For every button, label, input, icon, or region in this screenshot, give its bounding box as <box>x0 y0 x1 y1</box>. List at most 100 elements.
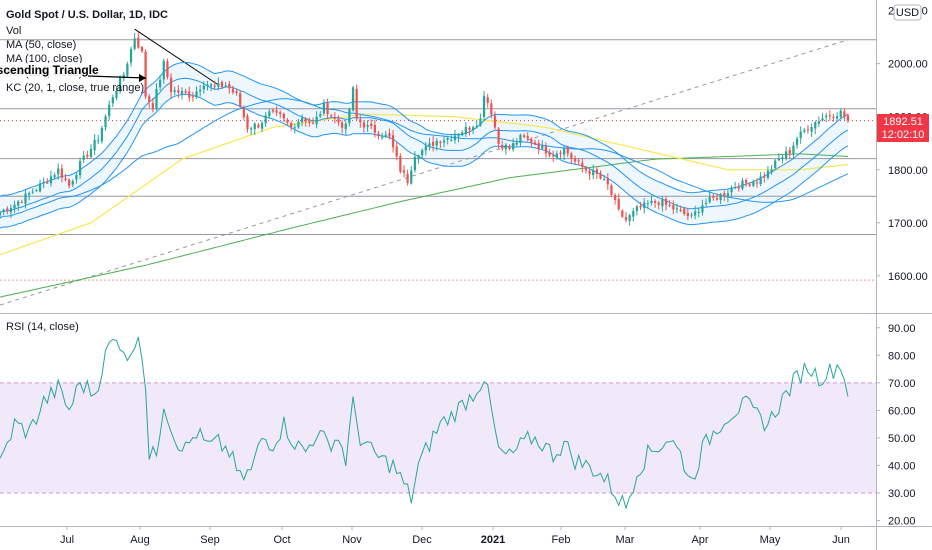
candle[interactable] <box>541 140 544 150</box>
triangle-resistance-line[interactable] <box>134 28 219 86</box>
candle[interactable] <box>366 120 369 132</box>
rsi-axis[interactable]: 20.00 30.00 40.00 50.00 60.00 70.00 80.00 90.00 <box>876 323 916 528</box>
candle[interactable] <box>675 203 679 214</box>
candle[interactable] <box>723 190 726 202</box>
candle[interactable] <box>188 86 191 102</box>
candle[interactable] <box>785 146 788 161</box>
candle[interactable] <box>118 75 122 94</box>
candle[interactable] <box>683 207 686 216</box>
candle[interactable] <box>472 125 475 135</box>
candle[interactable] <box>770 165 773 175</box>
candle[interactable] <box>559 150 562 159</box>
candle[interactable] <box>27 191 31 201</box>
candle[interactable] <box>399 153 402 174</box>
candle[interactable] <box>319 111 322 119</box>
candle[interactable] <box>704 198 708 207</box>
candle[interactable] <box>104 114 107 131</box>
candle[interactable] <box>199 85 202 97</box>
candle[interactable] <box>490 99 493 119</box>
candle[interactable] <box>115 85 118 101</box>
candle[interactable] <box>522 133 526 139</box>
candle[interactable] <box>38 179 42 193</box>
candle[interactable] <box>231 85 235 95</box>
candle[interactable] <box>42 177 45 189</box>
candle[interactable] <box>792 141 795 160</box>
candle[interactable] <box>260 120 264 132</box>
candle[interactable] <box>497 127 500 150</box>
candle[interactable] <box>151 98 154 113</box>
candle[interactable] <box>413 151 417 173</box>
candle[interactable] <box>322 99 326 116</box>
candle[interactable] <box>249 126 253 135</box>
candle[interactable] <box>217 77 220 91</box>
candle[interactable] <box>406 169 409 186</box>
candle[interactable] <box>814 120 817 135</box>
candle[interactable] <box>453 130 457 144</box>
candle[interactable] <box>730 185 733 198</box>
candle[interactable] <box>308 117 311 127</box>
candle[interactable] <box>741 178 744 191</box>
ma200-line[interactable] <box>0 153 849 298</box>
candle[interactable] <box>501 140 504 151</box>
candle[interactable] <box>431 136 435 152</box>
candle[interactable] <box>446 135 449 145</box>
rsi-line[interactable] <box>0 336 849 510</box>
candle[interactable] <box>111 94 114 108</box>
candle[interactable] <box>694 205 697 220</box>
candle[interactable] <box>242 105 245 120</box>
candle[interactable] <box>82 150 85 164</box>
candle[interactable] <box>300 114 304 127</box>
candle[interactable] <box>75 172 78 184</box>
candle[interactable] <box>581 158 584 173</box>
candle[interactable] <box>763 171 766 183</box>
candle[interactable] <box>253 121 256 135</box>
candle[interactable] <box>126 61 129 79</box>
candle[interactable] <box>191 91 195 102</box>
candle[interactable] <box>293 123 296 134</box>
candle[interactable] <box>668 200 671 208</box>
candle[interactable] <box>268 108 271 119</box>
candle[interactable] <box>777 153 780 162</box>
candle[interactable] <box>246 113 249 133</box>
candle[interactable] <box>410 166 413 185</box>
candle[interactable] <box>53 172 56 180</box>
candle[interactable] <box>759 172 762 187</box>
candle[interactable] <box>461 130 464 137</box>
candle[interactable] <box>348 107 351 127</box>
candle[interactable] <box>573 155 577 164</box>
candle[interactable] <box>224 82 227 88</box>
candle[interactable] <box>373 119 376 138</box>
candle[interactable] <box>672 200 675 215</box>
candle[interactable] <box>442 135 446 148</box>
candle[interactable] <box>486 93 489 108</box>
candle[interactable] <box>839 108 842 120</box>
candle[interactable] <box>144 49 147 99</box>
candle[interactable] <box>603 174 606 181</box>
time-axis[interactable]: Jul Aug Sep Oct Nov Dec 2021 Feb Mar Apr May Jun <box>60 526 850 546</box>
kc-basis-line[interactable] <box>0 77 849 213</box>
kc-upper-line[interactable] <box>0 61 849 197</box>
candle[interactable] <box>457 133 460 143</box>
legend-vol[interactable]: Vol <box>6 25 21 37</box>
candle[interactable] <box>344 120 347 135</box>
candle[interactable] <box>628 213 631 226</box>
candle[interactable] <box>639 201 642 211</box>
candle[interactable] <box>6 206 9 215</box>
candle[interactable] <box>646 200 649 209</box>
candle[interactable] <box>726 189 730 203</box>
candle[interactable] <box>129 46 133 67</box>
candle[interactable] <box>148 93 151 108</box>
candle[interactable] <box>13 200 16 214</box>
candle[interactable] <box>734 181 737 190</box>
candle[interactable] <box>20 199 23 204</box>
candle[interactable] <box>744 178 748 187</box>
candle[interactable] <box>0 211 2 219</box>
candle[interactable] <box>137 31 140 49</box>
candle[interactable] <box>537 139 540 155</box>
candle[interactable] <box>315 111 318 129</box>
candle[interactable] <box>799 126 802 144</box>
candle[interactable] <box>690 212 693 219</box>
candle[interactable] <box>330 113 333 118</box>
candle[interactable] <box>621 209 624 218</box>
candle[interactable] <box>351 85 355 112</box>
